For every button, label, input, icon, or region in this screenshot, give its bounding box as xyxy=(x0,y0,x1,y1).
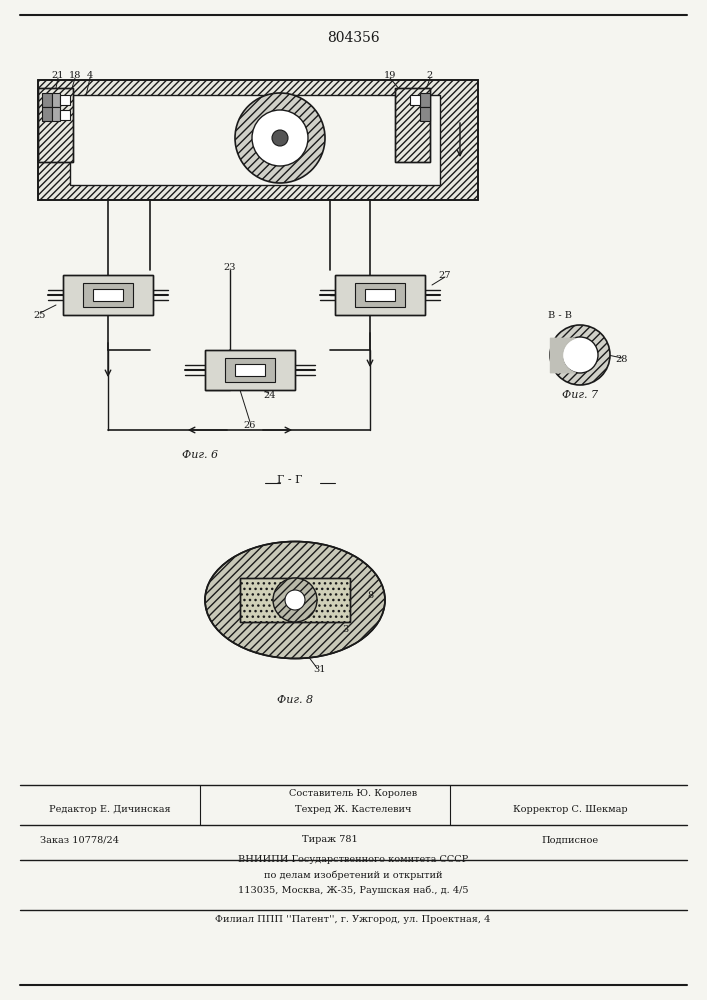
Bar xyxy=(60,110,70,120)
Bar xyxy=(42,93,52,107)
Text: 4: 4 xyxy=(87,70,93,80)
Text: 3: 3 xyxy=(342,143,348,152)
Bar xyxy=(205,350,295,390)
Circle shape xyxy=(272,130,288,146)
Bar xyxy=(335,275,425,315)
Circle shape xyxy=(235,93,325,183)
Text: ВНИИПИ Государственного комитета СССР: ВНИИПИ Государственного комитета СССР xyxy=(238,856,468,864)
Text: 27: 27 xyxy=(439,270,451,279)
Text: В - В: В - В xyxy=(548,310,572,320)
Circle shape xyxy=(285,590,305,610)
Text: 2: 2 xyxy=(427,70,433,80)
Text: Составитель Ю. Королев: Составитель Ю. Королев xyxy=(289,788,417,798)
Circle shape xyxy=(562,337,598,373)
Bar xyxy=(395,88,430,162)
Text: 3: 3 xyxy=(342,626,348,635)
Text: по делам изобретений и открытий: по делам изобретений и открытий xyxy=(264,870,443,880)
Text: 18: 18 xyxy=(69,70,81,80)
Bar xyxy=(205,350,295,390)
Text: Г - Г: Г - Г xyxy=(277,475,303,485)
Bar xyxy=(52,107,60,121)
Text: Филиал ППП ''Патент'', г. Ужгород, ул. Проектная, 4: Филиал ППП ''Патент'', г. Ужгород, ул. П… xyxy=(216,916,491,924)
Bar xyxy=(70,95,440,185)
Text: Корректор С. Шекмар: Корректор С. Шекмар xyxy=(513,806,627,814)
Bar xyxy=(235,364,265,376)
Circle shape xyxy=(273,578,317,622)
Bar xyxy=(63,275,153,315)
Text: 19: 19 xyxy=(384,70,396,80)
Text: Заказ 10778/24: Заказ 10778/24 xyxy=(40,836,119,844)
Text: Подписное: Подписное xyxy=(542,836,599,844)
Bar xyxy=(240,578,350,622)
Bar xyxy=(38,80,478,200)
Bar xyxy=(63,275,153,315)
Text: Фиг. 6: Фиг. 6 xyxy=(182,450,218,460)
Text: 25: 25 xyxy=(34,310,46,320)
Text: 804356: 804356 xyxy=(327,31,380,45)
Bar xyxy=(83,283,133,307)
Text: 113035, Москва, Ж-35, Раушская наб., д. 4/5: 113035, Москва, Ж-35, Раушская наб., д. … xyxy=(238,885,468,895)
Bar xyxy=(410,95,420,105)
Bar xyxy=(420,93,430,107)
Bar xyxy=(420,107,430,121)
Bar xyxy=(93,289,123,301)
Bar xyxy=(38,80,478,200)
Text: 21: 21 xyxy=(52,70,64,80)
Text: Техред Ж. Кастелевич: Техред Ж. Кастелевич xyxy=(295,806,411,814)
Text: 28: 28 xyxy=(616,356,629,364)
Circle shape xyxy=(550,325,610,385)
Bar xyxy=(60,95,70,105)
Text: 8: 8 xyxy=(367,590,373,599)
Text: Редактор Е. Дичинская: Редактор Е. Дичинская xyxy=(49,806,171,814)
Bar xyxy=(225,358,275,382)
Bar xyxy=(395,88,430,162)
Bar xyxy=(365,289,395,301)
Bar xyxy=(335,275,425,315)
Text: Фиг. 8: Фиг. 8 xyxy=(277,695,313,705)
Bar xyxy=(42,107,52,121)
Bar xyxy=(52,93,60,107)
Bar xyxy=(38,88,73,162)
Bar xyxy=(355,283,405,307)
Text: 23: 23 xyxy=(223,263,236,272)
Text: 31: 31 xyxy=(314,666,326,674)
Bar xyxy=(240,578,350,622)
Text: Фиг. 7: Фиг. 7 xyxy=(562,390,598,400)
Circle shape xyxy=(252,110,308,166)
Text: Тираж 781: Тираж 781 xyxy=(302,836,358,844)
Text: 24: 24 xyxy=(264,390,276,399)
Bar xyxy=(38,88,73,162)
Text: 26: 26 xyxy=(244,420,256,430)
Ellipse shape xyxy=(205,542,385,658)
